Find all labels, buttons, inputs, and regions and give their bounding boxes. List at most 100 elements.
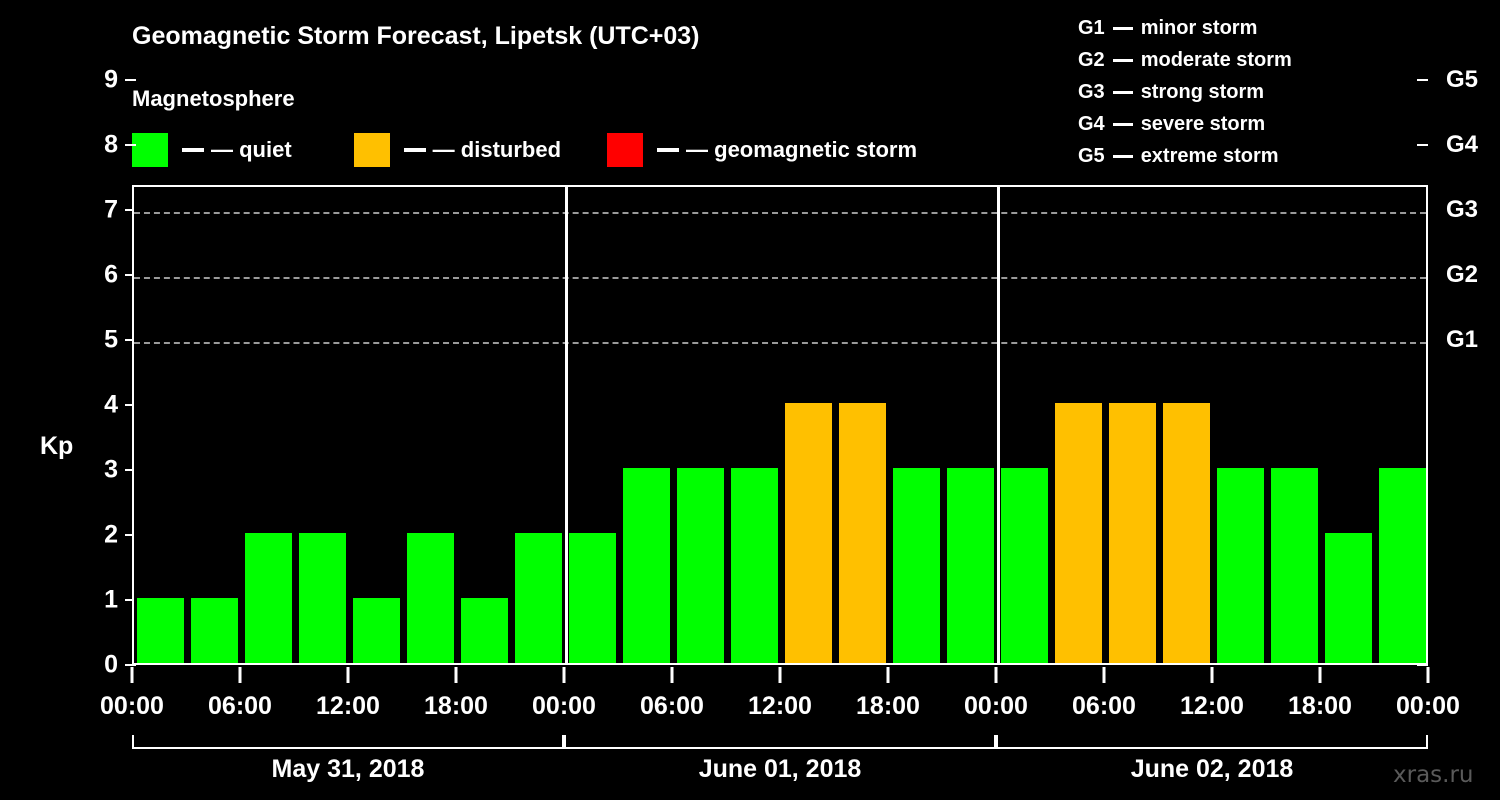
day-band (996, 735, 1428, 749)
x-tick-mark (1102, 667, 1106, 683)
day-label: May 31, 2018 (271, 755, 425, 783)
bar[interactable] (515, 533, 562, 663)
gridline (134, 342, 1426, 344)
bar[interactable] (245, 533, 292, 663)
day-divider (564, 187, 568, 663)
y-tick-label: 6 (104, 260, 118, 289)
x-tick-mark (1210, 667, 1214, 683)
bar[interactable] (353, 598, 400, 663)
bar[interactable] (731, 468, 778, 663)
bar[interactable] (569, 533, 616, 663)
x-tick-label: 12:00 (748, 692, 812, 720)
g-scale-line: G2 moderate storm (1078, 44, 1292, 76)
x-tick-mark (670, 667, 674, 683)
g-scale-legend: G1 minor storm G2 moderate storm G3 stro… (1078, 12, 1292, 172)
bar[interactable] (191, 598, 238, 663)
bar[interactable] (1379, 468, 1426, 663)
bar[interactable] (1163, 403, 1210, 663)
bar[interactable] (947, 468, 994, 663)
bar[interactable] (461, 598, 508, 663)
disturbed-swatch-icon (353, 133, 390, 167)
x-tick-mark (994, 667, 998, 683)
x-tick-mark (886, 667, 890, 683)
g-tick-mark (1417, 144, 1428, 146)
y-tick-label: 9 (104, 65, 118, 94)
g-scale-dash-icon (1112, 90, 1133, 94)
bar[interactable] (137, 598, 184, 663)
y-tick-label: 4 (104, 390, 118, 419)
x-tick-label: 06:00 (1072, 692, 1136, 720)
x-tick-mark (562, 667, 566, 683)
g-scale-code: G5 (1078, 144, 1105, 167)
bar[interactable] (839, 403, 886, 663)
legend-label-quiet: — quiet (211, 137, 292, 162)
y-tick-label: 7 (104, 195, 118, 224)
g-scale-desc: strong storm (1140, 80, 1265, 103)
bar[interactable] (1055, 403, 1102, 663)
g-scale-dash-icon (1112, 26, 1133, 30)
legend-dash-icon (657, 148, 680, 152)
day-band (564, 735, 996, 749)
bar[interactable] (785, 403, 832, 663)
x-tick-label: 00:00 (964, 692, 1028, 720)
g-scale-line: G5 extreme storm (1078, 140, 1292, 172)
g-tick-label: G5 (1446, 66, 1479, 93)
x-tick-label: 06:00 (640, 692, 704, 720)
storm-swatch-icon (607, 133, 644, 167)
x-tick-label: 18:00 (1288, 692, 1352, 720)
g-tick-mark (1417, 79, 1428, 81)
g-tick-label: G4 (1446, 131, 1479, 158)
g-scale-dash-icon (1112, 58, 1133, 62)
y-tick-mark (125, 664, 136, 666)
bar[interactable] (623, 468, 670, 663)
g-tick-label: G2 (1446, 261, 1479, 288)
bar[interactable] (677, 468, 724, 663)
page-title: Geomagnetic Storm Forecast, Lipetsk (UTC… (132, 22, 700, 50)
color-legend: — quiet — disturbed — geomagnetic storm (132, 132, 917, 168)
plot-area (132, 185, 1428, 665)
x-tick-label: 06:00 (208, 692, 272, 720)
x-tick-mark (1318, 667, 1322, 683)
bar[interactable] (1001, 468, 1048, 663)
magnetosphere-label: Magnetosphere (132, 86, 295, 111)
legend-dash-icon (403, 148, 426, 152)
bar[interactable] (893, 468, 940, 663)
y-tick-label: 5 (104, 325, 118, 354)
day-label: June 01, 2018 (698, 755, 862, 783)
x-tick-label: 12:00 (1180, 692, 1244, 720)
bar[interactable] (299, 533, 346, 663)
legend-item-quiet: — quiet (132, 132, 292, 168)
y-tick-mark (125, 339, 136, 341)
bar[interactable] (1217, 468, 1264, 663)
x-tick-label: 00:00 (1396, 692, 1460, 720)
bar[interactable] (1325, 533, 1372, 663)
g-scale-line: G1 minor storm (1078, 12, 1292, 44)
day-label: June 02, 2018 (1130, 755, 1294, 783)
x-tick-label: 00:00 (100, 692, 164, 720)
x-tick-mark (346, 667, 350, 683)
quiet-swatch-icon (132, 133, 168, 167)
x-tick-mark (238, 667, 242, 683)
day-band (132, 735, 564, 749)
g-scale-line: G4 severe storm (1078, 108, 1292, 140)
y-tick-label: 8 (104, 130, 118, 159)
g-scale-code: G2 (1078, 48, 1105, 71)
y-tick-label: 2 (104, 520, 118, 549)
y-tick-label: 0 (104, 650, 118, 679)
g-scale-desc: severe storm (1140, 112, 1266, 135)
g-scale-code: G1 (1078, 16, 1105, 39)
bar[interactable] (407, 533, 454, 663)
y-tick-mark (125, 79, 136, 81)
bar[interactable] (1271, 468, 1318, 663)
right-minor-tick (1417, 664, 1428, 666)
plot-inner (134, 187, 1426, 663)
legend-label-disturbed: — disturbed (432, 137, 562, 162)
y-tick-mark (125, 209, 136, 211)
legend-item-disturbed: — disturbed (353, 132, 562, 168)
gridline (134, 212, 1426, 214)
bar[interactable] (1109, 403, 1156, 663)
g-scale-dash-icon (1112, 122, 1133, 126)
watermark: xras.ru (1393, 762, 1474, 788)
legend-item-geomagnetic-storm: — geomagnetic storm (607, 132, 917, 168)
g-scale-line: G3 strong storm (1078, 76, 1292, 108)
